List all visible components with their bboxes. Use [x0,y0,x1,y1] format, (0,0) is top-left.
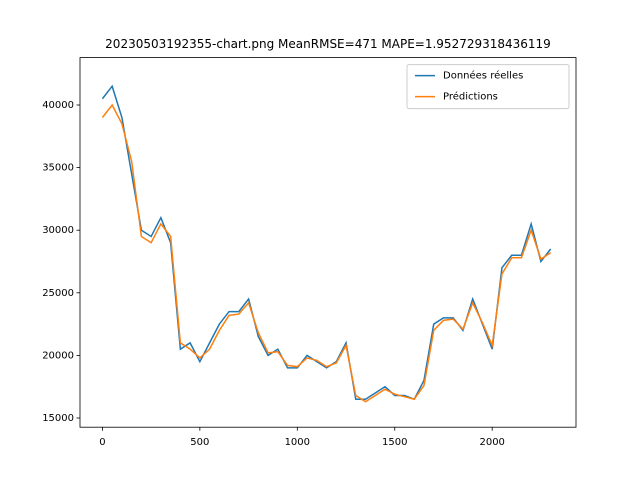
plot-frame [79,57,577,428]
y-tick-label: 40000 [42,100,74,111]
y-tick-label: 25000 [42,288,74,299]
y-tick-label: 20000 [42,350,74,361]
series-line [101,103,552,403]
y-tick-label: 15000 [42,413,74,424]
y-tick-label: 30000 [42,225,74,236]
chart-title: 20230503192355-chart.png MeanRMSE=471 MA… [105,37,551,51]
x-tick-label: 500 [190,437,209,448]
y-tick-label: 35000 [42,163,74,174]
series-line [101,84,552,401]
x-tick-label: 2000 [479,437,504,448]
legend-label: Prédictions [443,91,498,103]
x-tick-label: 1000 [285,437,310,448]
legend-label: Données réelles [443,70,523,82]
x-tick-label: 1500 [382,437,407,448]
x-tick-label: 0 [99,437,105,448]
legend-box [406,64,570,110]
